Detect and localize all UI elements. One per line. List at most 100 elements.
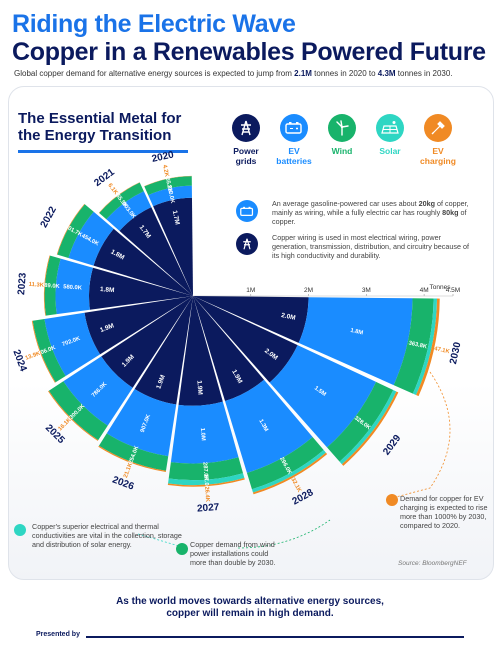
bar-segment-2027-2 (168, 457, 244, 481)
subtitle-mid: tonnes in 2020 to (311, 69, 378, 78)
year-label-2028: 2028 (291, 487, 316, 508)
axis-tick-label: 2M (304, 287, 313, 294)
value-label-2027-4: 26.4K (203, 486, 210, 503)
ev-charger-icon (386, 494, 398, 506)
bar-segment-2023-0 (89, 267, 193, 310)
legend-label-charging-line2: charging (420, 156, 456, 166)
bar-segment-2024-1 (44, 312, 101, 376)
bar-segment-2022-0 (93, 228, 193, 296)
bar-segment-2029-4 (341, 391, 399, 466)
bar-segment-2023-1 (55, 258, 93, 315)
year-label-2026: 2026 (111, 475, 136, 493)
note-charging: Demand for copper for EV charging is exp… (400, 494, 488, 530)
bar-segment-2022-1 (68, 211, 114, 266)
year-label-2020: 2020 (151, 149, 176, 165)
bar-segment-2030-3 (412, 298, 438, 396)
bar-segment-2028-4 (252, 452, 328, 495)
legend-label-charging-line1: EV (432, 146, 444, 156)
bar-segment-2028-2 (246, 436, 324, 490)
value-label-2020-4: 4.2K (161, 164, 170, 178)
subtitle-pre: Global copper demand for alternative ene… (14, 69, 295, 78)
value-label-2024-0: 1.9M (99, 322, 115, 334)
bar-segment-2026-1 (106, 388, 177, 457)
value-label-2030-2: 363.8K (408, 341, 428, 351)
bar-segment-2026-2 (98, 433, 169, 471)
power-tower-icon (232, 114, 260, 142)
legend-label-solar: Solar (379, 146, 401, 156)
axis-tick-label: 4.5M (446, 287, 460, 294)
bar-segment-2030-4 (416, 298, 440, 397)
closing-statement: As the world moves towards alternative e… (0, 596, 500, 620)
legend-power-grids: Power grids (220, 114, 272, 166)
axis-tick-label: 3M (362, 287, 371, 294)
legend-ev-batteries: EV batteries (268, 114, 320, 166)
battery-icon (236, 200, 258, 222)
bar-segment-2023-4 (43, 255, 51, 316)
bar-segment-2021-0 (119, 207, 193, 296)
value-label-2028-1: 1.3M (257, 418, 269, 432)
bar-segment-2030-2 (393, 298, 434, 394)
bar-segment-2023-2 (44, 255, 61, 316)
bar-segment-2028-1 (225, 379, 313, 473)
axis-unit-label: Tonnes (430, 284, 452, 291)
bar-segment-2025-2 (48, 381, 108, 441)
source: Source: BloombergNEF (398, 560, 467, 567)
note-ev-80kg: 80kg (442, 208, 459, 217)
value-label-2020-2: 165.8K (163, 174, 173, 194)
value-label-2027-0: 1.9M (195, 380, 203, 395)
bar-segment-2027-1 (170, 401, 239, 464)
value-label-2024-4: 13.9K (25, 350, 42, 361)
charging-callout-line (391, 371, 451, 499)
power-tower-icon (236, 233, 258, 255)
year-label-2023: 2023 (16, 272, 29, 295)
subtitle-post: tonnes in 2030. (395, 69, 453, 78)
presented-by: Presented by (36, 631, 80, 638)
wind-turbine-icon (328, 114, 356, 142)
bar-segment-2029-3 (339, 389, 397, 465)
note-grid: Copper wiring is used in most electrical… (272, 233, 469, 260)
year-label-2029: 2029 (381, 433, 403, 458)
value-label-2023-2: 189.0K (41, 283, 61, 290)
solar-panel-icon (376, 114, 404, 142)
axis-tick-label: 1M (246, 287, 255, 294)
solar-panel-icon (14, 524, 26, 536)
value-label-2030-1: 1.8M (350, 328, 364, 337)
bar-segment-2021-2 (99, 182, 144, 220)
value-label-2023-4: 11.3K (29, 282, 45, 289)
bar-segment-2027-0 (178, 296, 223, 406)
bar-segment-2021-1 (106, 191, 152, 231)
value-label-2020-1: 210.0K (165, 184, 175, 204)
title-line-1: Riding the Electric Wave (12, 10, 296, 38)
closing-line-2: copper will remain in high demand. (166, 608, 334, 619)
note-solar: Copper's superior electrical and thermal… (32, 522, 182, 549)
bar-segment-2026-0 (134, 296, 193, 405)
section-title: The Essential Metal for the Energy Trans… (18, 110, 198, 144)
bar-segment-2020-2 (144, 176, 192, 196)
bar-segment-2029-1 (269, 345, 377, 448)
value-label-2027-2: 287.0K (201, 462, 208, 482)
value-label-2030-4: 47.1K (434, 346, 451, 355)
value-label-2023-1: 580.0K (63, 284, 83, 291)
year-label-2027: 2027 (197, 502, 220, 515)
subtitle-value-2030: 4.3M (377, 69, 396, 78)
battery-icon (280, 114, 308, 142)
year-label-2030: 2030 (448, 341, 464, 366)
value-label-2026-4: 21.1K (123, 461, 134, 478)
bar-segment-2022-2 (57, 204, 94, 259)
legend-label-power-line2: grids (235, 156, 257, 166)
wind-turbine-icon (176, 543, 188, 555)
bar-segment-2028-0 (193, 296, 265, 402)
legend-label-wind: Wind (331, 146, 353, 156)
value-label-2026-0: 1.9M (155, 374, 167, 390)
note-ev-20kg: 20kg (418, 199, 436, 208)
value-label-2020-0: 1.7M (171, 210, 181, 226)
axis-ticks: 1M 2M 3M 4M 4.5M (193, 287, 460, 297)
bar-segment-2020-1 (148, 185, 192, 207)
ev-charger-icon (424, 114, 452, 142)
value-label-2027-1: 1.0M (199, 428, 206, 441)
radial-bars (31, 175, 440, 495)
value-label-2023-0: 1.8M (100, 286, 115, 294)
section-title-line-2: the Energy Transition (18, 127, 172, 144)
bar-segment-2028-3 (251, 450, 326, 493)
